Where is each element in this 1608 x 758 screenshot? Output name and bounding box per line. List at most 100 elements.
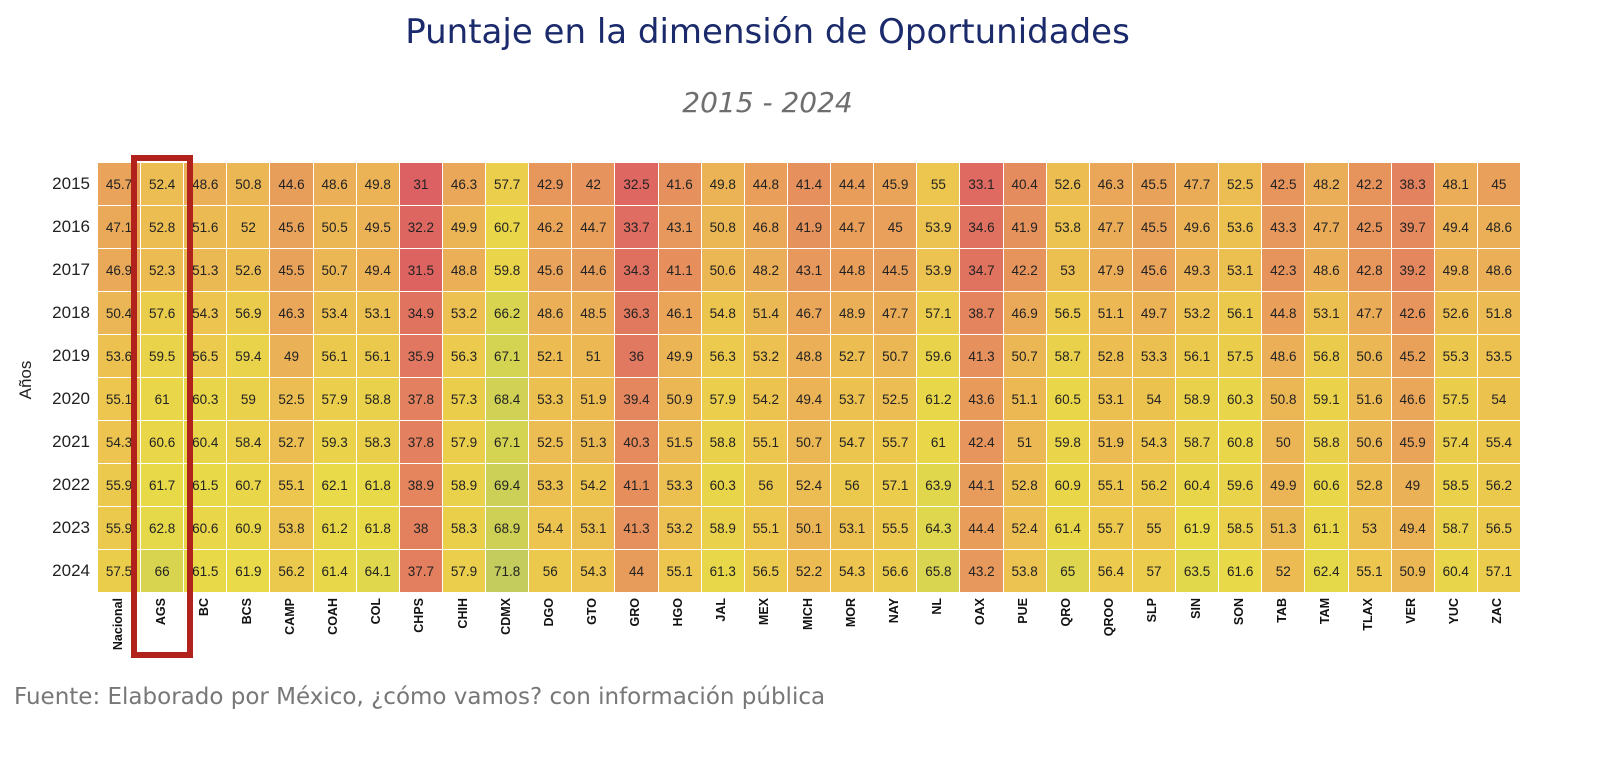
heatmap-cell: 37.8 [398, 420, 443, 464]
heatmap-cell: 50.5 [312, 205, 357, 249]
heatmap-cell: 56.4 [1088, 549, 1133, 593]
heatmap-cell: 48.8 [786, 334, 832, 378]
heatmap-cell: 52.5 [269, 377, 314, 421]
heatmap-cell: 47.9 [1088, 248, 1133, 292]
heatmap-cell: 48.6 [183, 162, 228, 206]
heatmap-cell: 44.4 [830, 162, 875, 206]
heatmap-cell: 60.3 [1218, 377, 1263, 421]
heatmap-cell: 42.3 [1261, 248, 1306, 292]
heatmap-cell: 47.7 [873, 291, 918, 335]
heatmap-cell: 57.9 [312, 377, 357, 421]
heatmap-cell: 57.5 [97, 549, 142, 593]
heatmap-cell: 53.2 [657, 506, 702, 550]
heatmap-cell: 55.1 [657, 549, 702, 593]
x-tick-label: ZAC [1490, 598, 1505, 624]
heatmap-cell: 65 [1045, 549, 1090, 593]
heatmap-cell: 49.4 [1390, 506, 1435, 550]
y-tick-label: 2023 [52, 517, 90, 537]
heatmap-cell: 41.3 [614, 506, 659, 550]
heatmap-cell: 59.8 [1045, 420, 1090, 464]
heatmap-cell: 50.7 [1002, 334, 1047, 378]
heatmap-cell: 48.6 [1476, 205, 1521, 249]
heatmap-cell: 49.7 [1131, 291, 1177, 335]
heatmap-cell: 50.6 [1347, 334, 1392, 378]
heatmap-cell: 53.6 [1218, 205, 1263, 249]
heatmap-cell: 44.5 [873, 248, 918, 292]
heatmap-cell: 52.5 [873, 377, 918, 421]
x-tick-label: AGS [153, 598, 168, 626]
heatmap-cell: 52.6 [1433, 291, 1478, 335]
heatmap-cell: 58.5 [1433, 463, 1478, 507]
heatmap-cell: 39.4 [614, 377, 659, 421]
heatmap-cell: 49.4 [355, 248, 400, 292]
heatmap-cell: 58.7 [1045, 334, 1090, 378]
heatmap-cell: 60.6 [140, 420, 185, 464]
y-tick-label: 2018 [52, 302, 90, 322]
heatmap-cell: 61.1 [1304, 506, 1349, 550]
heatmap-cell: 52.8 [140, 205, 185, 249]
x-tick-label: SIN [1188, 598, 1203, 619]
heatmap-cell: 41.9 [1002, 205, 1047, 249]
heatmap-cell: 42.2 [1002, 248, 1047, 292]
heatmap-cell: 56.1 [312, 334, 357, 378]
heatmap-cell: 44 [614, 549, 659, 593]
heatmap-cell: 61.4 [312, 549, 357, 593]
heatmap-cell: 53.1 [355, 291, 400, 335]
y-tick-label: 2021 [52, 431, 90, 451]
heatmap-cell: 53.9 [916, 248, 961, 292]
heatmap-cell: 58.5 [1218, 506, 1263, 550]
heatmap-cell: 53.3 [528, 377, 573, 421]
heatmap-cell: 55.1 [743, 506, 788, 550]
heatmap-cell: 59.3 [312, 420, 357, 464]
heatmap-cell: 53.2 [1175, 291, 1220, 335]
heatmap-cell: 59 [226, 377, 271, 421]
heatmap-cell: 38 [398, 506, 443, 550]
heatmap-cell: 34.6 [959, 205, 1004, 249]
heatmap-cell: 50.6 [700, 248, 745, 292]
heatmap-cell: 45.5 [1131, 162, 1177, 206]
chart-subtitle: 2015 - 2024 [682, 86, 853, 119]
x-tick-label: NAY [886, 598, 901, 624]
x-tick-label: QROO [1102, 598, 1117, 637]
heatmap-cell: 60.6 [1304, 463, 1349, 507]
heatmap-cell: 49.9 [1261, 463, 1306, 507]
heatmap-cell: 51.8 [1476, 291, 1521, 335]
heatmap-cell: 60.7 [226, 463, 271, 507]
heatmap-cell: 59.1 [1304, 377, 1349, 421]
heatmap-cell: 51 [1002, 420, 1047, 464]
heatmap-cell: 49.3 [1175, 248, 1220, 292]
heatmap-cell: 56.5 [1476, 506, 1521, 550]
heatmap-cell: 61.7 [140, 463, 185, 507]
heatmap-cell: 51.6 [1347, 377, 1392, 421]
heatmap-cell: 34.9 [398, 291, 443, 335]
heatmap-cell: 53.3 [528, 463, 573, 507]
heatmap-cell: 50.8 [1261, 377, 1306, 421]
heatmap-cell: 56.2 [1476, 463, 1521, 507]
heatmap-cell: 50.6 [1347, 420, 1392, 464]
y-tick-label: 2024 [52, 560, 90, 580]
heatmap-cell: 31 [398, 162, 443, 206]
heatmap-cell: 42.5 [1347, 205, 1392, 249]
heatmap-cell: 53.8 [1002, 549, 1047, 593]
heatmap-cell: 58.9 [441, 463, 487, 507]
x-tick-label: GTO [584, 598, 599, 625]
y-tick-label: 2016 [52, 216, 90, 236]
heatmap-cell: 58.9 [700, 506, 745, 550]
heatmap-cell: 42.5 [1261, 162, 1306, 206]
heatmap-cell: 55.9 [97, 506, 142, 550]
heatmap-cell: 57.6 [140, 291, 185, 335]
heatmap-cell: 67.1 [485, 334, 530, 378]
heatmap-cell: 53 [1045, 248, 1090, 292]
heatmap-cell: 39.7 [1390, 205, 1435, 249]
heatmap-cell: 57.5 [1218, 334, 1263, 378]
heatmap-cell: 52.8 [1088, 334, 1133, 378]
heatmap-cell: 52.8 [1347, 463, 1392, 507]
heatmap-cell: 60.3 [700, 463, 745, 507]
heatmap-cell: 53.2 [743, 334, 788, 378]
heatmap-cell: 54.2 [743, 377, 788, 421]
heatmap-cell: 53.8 [269, 506, 314, 550]
heatmap-cell: 41.1 [614, 463, 659, 507]
heatmap-cell: 61 [916, 420, 961, 464]
heatmap-cell: 48.6 [1476, 248, 1521, 292]
heatmap-cell: 53 [1347, 506, 1392, 550]
